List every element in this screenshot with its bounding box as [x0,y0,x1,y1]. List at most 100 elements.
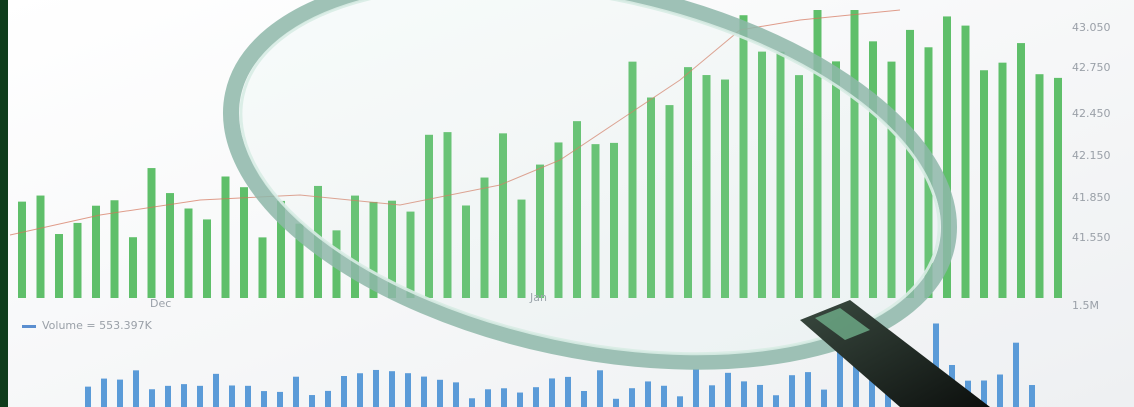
blue-bar [229,385,235,407]
green-bar [517,199,526,298]
blue-bar [789,375,795,407]
blue-bar [597,370,603,407]
blue-bar [165,385,171,407]
green-bar [739,15,748,298]
left-edge [0,0,8,407]
green-bar [961,25,970,299]
month-label: Jan [529,291,547,304]
blue-bar [213,373,219,407]
green-bar [480,177,489,298]
green-bar [406,211,415,298]
blue-bar [821,389,827,407]
green-bar [591,144,600,298]
blue-bar [565,376,571,407]
green-bar [258,237,267,298]
blue-bar [661,385,667,407]
blue-bar [501,388,507,407]
blue-bar [693,369,699,407]
blue-bar [149,389,155,407]
blue-bar [741,381,747,407]
magnifier [223,0,990,407]
green-bar [610,142,618,298]
blue-bar [725,372,731,407]
green-bar [647,97,655,299]
axis-label: 41.550 [1072,231,1111,244]
green-bar [147,168,156,298]
green-bar [499,133,507,298]
blue-bar [1013,342,1019,407]
blue-bar [85,386,91,407]
green-bar [665,105,674,299]
blue-bar [485,389,491,407]
green-bar [998,62,1007,298]
blue-bar [469,398,475,407]
green-bar [203,219,211,298]
axis-label: 42.450 [1072,107,1111,120]
green-bar [425,134,433,298]
blue-bar [677,396,683,407]
blue-bar [517,392,523,407]
green-bar [684,67,692,298]
legend-swatch [22,325,36,328]
green-bar [850,10,859,298]
green-bar [92,205,100,298]
blue-bar [869,359,875,407]
blue-bar [277,391,283,407]
blue-bar [629,388,635,407]
green-bar [388,200,396,298]
green-bar [129,237,137,298]
blue-bar [421,376,427,407]
blue-bar [645,381,651,407]
axis-label: 42.150 [1072,149,1111,162]
blue-bar [245,385,251,407]
green-bar [18,201,26,298]
blue-bar [405,373,411,407]
axis-label: 41.850 [1072,191,1111,204]
green-bar [869,41,877,298]
green-bar [73,222,82,298]
green-bar [536,164,544,298]
green-bar [813,10,822,298]
green-bars [18,10,1062,299]
green-bar [980,70,988,298]
green-bar [628,61,637,298]
blue-bar [933,323,939,407]
blue-bar [197,385,203,407]
month-label: Dec [150,297,171,310]
volume-label: Volume = 553.397K [42,319,153,332]
green-bar [295,223,304,298]
green-bar [166,193,174,298]
blue-bar [853,338,859,407]
blue-bar [117,379,123,407]
axis-label: 43.050 [1072,21,1111,34]
green-bar [943,16,951,298]
blue-bar [357,373,363,407]
green-bar [55,234,63,298]
green-bar [887,61,896,299]
blue-bar [581,390,587,407]
blue-bar [757,384,763,407]
green-bar [462,205,470,298]
green-bar [758,51,766,298]
blue-bar [549,378,555,407]
green-bar [184,208,193,298]
blue-bar [181,384,187,407]
green-bar [832,61,840,299]
green-bar [1035,74,1044,298]
blue-bar [533,387,539,407]
green-bar [369,201,378,298]
green-bar [1054,77,1062,298]
blue-bar [613,398,619,407]
blue-bar [373,369,379,407]
blue-bar [133,370,139,407]
green-bar [702,75,711,298]
green-bar [906,29,914,298]
blue-bar [453,382,459,407]
blue-bar [437,379,443,407]
green-bar [1017,43,1025,298]
axis-label: 1.5M [1072,299,1099,312]
blue-bar [293,376,299,407]
green-bar [240,187,248,298]
axis-label: 42.750 [1072,61,1111,74]
